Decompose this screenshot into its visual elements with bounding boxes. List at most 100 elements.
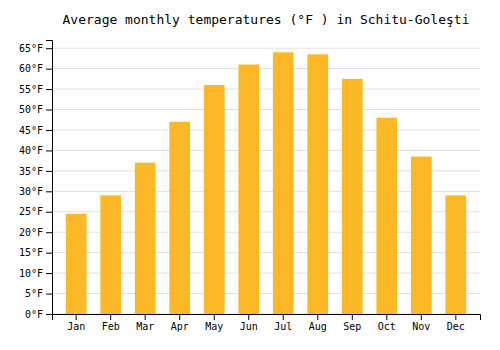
tick-mark xyxy=(46,314,52,315)
tick-mark xyxy=(110,314,111,320)
bar xyxy=(411,157,432,314)
tick-mark xyxy=(46,150,52,151)
tick-mark xyxy=(76,314,77,320)
tick: Aug xyxy=(309,314,327,332)
tick: 15°F xyxy=(19,247,52,258)
tick: Apr xyxy=(171,314,189,332)
tick: Feb xyxy=(102,314,120,332)
tick-label: Oct xyxy=(378,321,396,332)
bar xyxy=(204,85,225,314)
tick: Jun xyxy=(240,314,258,332)
grid-line xyxy=(52,109,480,110)
tick-label: 30°F xyxy=(19,186,43,197)
tick-mark xyxy=(46,294,52,295)
chart: 0°F5°F10°F15°F20°F25°F30°F35°F40°F45°F50… xyxy=(0,0,500,350)
tick: 35°F xyxy=(19,166,52,177)
tick: 55°F xyxy=(19,84,52,95)
tick: Jan xyxy=(67,314,85,332)
tick-label: 0°F xyxy=(25,309,43,320)
tick-label: Nov xyxy=(412,321,430,332)
tick-label: Feb xyxy=(102,321,120,332)
tick-mark xyxy=(283,314,284,320)
tick-mark xyxy=(386,314,387,320)
tick-label: Apr xyxy=(171,321,189,332)
axis-line xyxy=(46,41,53,315)
bar xyxy=(342,79,363,314)
bar xyxy=(238,65,259,314)
tick: 0°F xyxy=(25,309,52,320)
bar xyxy=(307,54,328,314)
tick-mark xyxy=(352,314,353,320)
tick-label: Jun xyxy=(240,321,258,332)
tick: 40°F xyxy=(19,145,52,156)
tick-label: 20°F xyxy=(19,227,43,238)
tick-mark xyxy=(46,212,52,213)
grid xyxy=(52,48,480,314)
plot: 0°F5°F10°F15°F20°F25°F30°F35°F40°F45°F50… xyxy=(19,41,481,333)
bar xyxy=(273,52,294,314)
grid-line xyxy=(52,150,480,151)
tick-label: Aug xyxy=(309,321,327,332)
tick: May xyxy=(205,314,223,332)
tick-label: Jan xyxy=(67,321,85,332)
tick-label: 50°F xyxy=(19,104,43,115)
axis-line xyxy=(53,315,481,321)
y-axis: 0°F5°F10°F15°F20°F25°F30°F35°F40°F45°F50… xyxy=(19,41,53,320)
tick-label: Dec xyxy=(447,321,465,332)
tick-mark xyxy=(421,314,422,320)
tick-label: 55°F xyxy=(19,84,43,95)
tick: 20°F xyxy=(19,227,52,238)
tick-mark xyxy=(46,69,52,70)
tick: 5°F xyxy=(25,288,52,299)
tick-label: 5°F xyxy=(25,288,43,299)
tick-label: 40°F xyxy=(19,145,43,156)
tick: 10°F xyxy=(19,268,52,279)
tick-mark xyxy=(46,130,52,131)
tick-mark xyxy=(46,191,52,192)
tick-mark xyxy=(46,110,52,111)
tick: Jul xyxy=(274,314,292,332)
tick: 50°F xyxy=(19,104,52,115)
tick: Oct xyxy=(378,314,396,332)
tick-mark xyxy=(46,48,52,49)
tick-label: May xyxy=(205,321,223,332)
bars xyxy=(66,52,466,314)
tick-mark xyxy=(248,314,249,320)
tick-label: 25°F xyxy=(19,206,43,217)
tick-label: Mar xyxy=(136,321,154,332)
tick-mark xyxy=(46,232,52,233)
tick-mark xyxy=(145,314,146,320)
tick-mark xyxy=(317,314,318,320)
bar xyxy=(445,195,466,314)
tick-mark xyxy=(46,253,52,254)
bar xyxy=(100,195,121,314)
tick-mark xyxy=(46,171,52,172)
tick-label: 15°F xyxy=(19,247,43,258)
tick: Mar xyxy=(136,314,154,332)
tick-label: 35°F xyxy=(19,166,43,177)
grid-line xyxy=(52,129,480,130)
tick-label: 10°F xyxy=(19,268,43,279)
bar xyxy=(135,163,156,314)
bar xyxy=(169,122,190,314)
bar xyxy=(66,214,87,314)
grid-line xyxy=(52,89,480,90)
tick: Dec xyxy=(447,314,465,332)
tick-label: Sep xyxy=(343,321,361,332)
tick-mark xyxy=(455,314,456,320)
title: Average monthly temperatures (°F ) in Sc… xyxy=(63,12,470,27)
tick-mark xyxy=(179,314,180,320)
tick: 25°F xyxy=(19,206,52,217)
tick-mark xyxy=(46,89,52,90)
tick: Sep xyxy=(343,314,361,332)
tick: 60°F xyxy=(19,63,52,74)
grid-line xyxy=(52,48,480,49)
bar xyxy=(376,118,397,314)
tick-label: 60°F xyxy=(19,63,43,74)
tick: 30°F xyxy=(19,186,52,197)
tick-mark xyxy=(46,273,52,274)
tick-label: Jul xyxy=(274,321,292,332)
tick: 65°F xyxy=(19,43,52,54)
tick-mark xyxy=(214,314,215,320)
x-axis: Jan Feb Mar Apr May Jun Jul Aug Sep Oct Nov Dec xyxy=(53,314,481,332)
